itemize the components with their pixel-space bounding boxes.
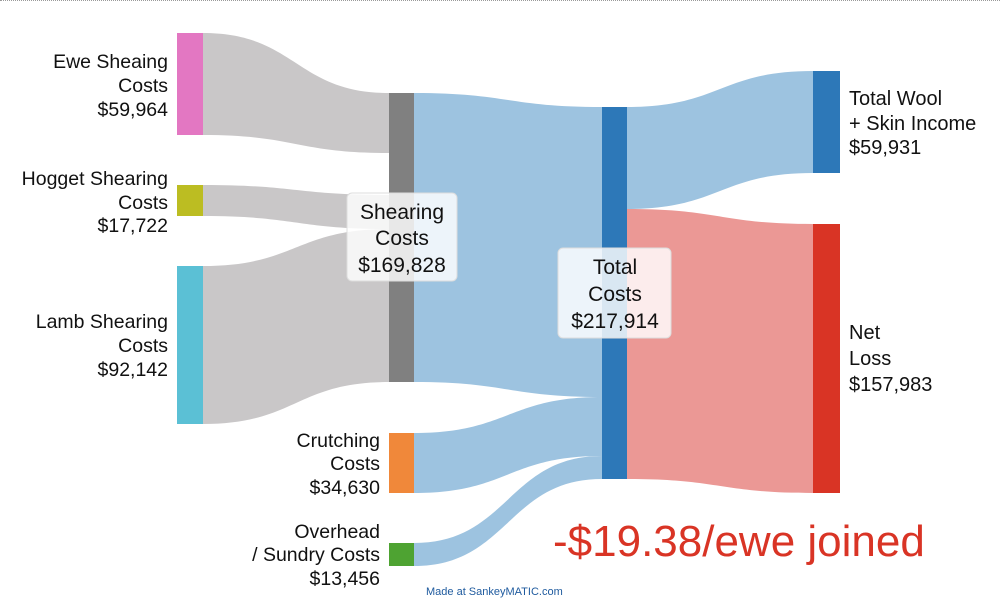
flow-crutching-to-total <box>414 397 602 493</box>
svg-text:Costs: Costs <box>330 453 380 475</box>
flow-total-to-net-loss <box>627 209 813 493</box>
svg-text:Crutching: Crutching <box>297 430 380 452</box>
svg-text:Costs: Costs <box>118 192 168 214</box>
label-net-loss: Net Loss $157,983 <box>849 322 932 396</box>
svg-text:$169,828: $169,828 <box>358 254 446 277</box>
svg-text:Net: Net <box>849 322 881 344</box>
svg-text:$34,630: $34,630 <box>310 477 381 499</box>
node-net-loss <box>813 224 840 493</box>
top-dotted-border <box>0 0 1000 1</box>
flow-ewe-to-shearing <box>203 33 389 153</box>
flow-shearing-to-total <box>414 93 602 397</box>
svg-text:Costs: Costs <box>118 335 168 357</box>
svg-text:Hogget Shearing: Hogget Shearing <box>22 168 168 190</box>
node-wool-skin-income <box>813 71 840 173</box>
svg-text:$59,931: $59,931 <box>849 137 921 159</box>
flow-hogget-to-shearing <box>203 185 389 229</box>
svg-text:$157,983: $157,983 <box>849 374 932 396</box>
svg-text:Total Wool: Total Wool <box>849 88 942 110</box>
svg-text:/ Sundry Costs: / Sundry Costs <box>252 544 380 566</box>
per-ewe-annotation: -$19.38/ewe joined <box>553 517 925 566</box>
svg-text:Shearing: Shearing <box>360 201 444 224</box>
credit-link[interactable]: Made at SankeyMATIC.com <box>426 586 563 598</box>
node-ewe-shearing <box>177 33 203 135</box>
label-hogget-shearing: Hogget Shearing Costs $17,722 <box>22 168 169 237</box>
svg-text:Overhead: Overhead <box>294 521 380 543</box>
svg-text:$92,142: $92,142 <box>98 359 169 381</box>
svg-text:$217,914: $217,914 <box>571 310 659 333</box>
label-badge <box>557 247 672 339</box>
flow-lamb-to-shearing <box>203 229 389 424</box>
svg-text:$13,456: $13,456 <box>310 568 381 590</box>
label-ewe-shearing: Ewe Sheaing Costs $59,964 <box>53 51 168 121</box>
svg-text:Loss: Loss <box>849 348 891 370</box>
label-crutching: Crutching Costs $34,630 <box>297 430 381 499</box>
label-wool-skin-income: Total Wool + Skin Income $59,931 <box>849 88 976 159</box>
svg-text:Costs: Costs <box>588 283 642 306</box>
label-overhead: Overhead / Sundry Costs $13,456 <box>252 521 380 590</box>
node-overhead <box>389 543 414 566</box>
svg-text:Total: Total <box>593 256 637 279</box>
node-lamb-shearing <box>177 266 203 424</box>
label-badge <box>346 192 458 282</box>
svg-text:Costs: Costs <box>118 75 168 97</box>
svg-text:$59,964: $59,964 <box>98 99 169 121</box>
node-crutching <box>389 433 414 493</box>
svg-text:Costs: Costs <box>375 227 429 250</box>
svg-text:+ Skin Income: + Skin Income <box>849 113 976 135</box>
svg-text:$17,722: $17,722 <box>98 215 169 237</box>
label-total-costs: Total Costs $217,914 <box>557 247 672 339</box>
svg-text:Ewe Sheaing: Ewe Sheaing <box>53 51 168 73</box>
svg-text:Lamb Shearing: Lamb Shearing <box>36 311 168 333</box>
label-shearing-costs: Shearing Costs $169,828 <box>346 192 458 282</box>
flow-total-to-wool-income <box>627 71 813 209</box>
label-lamb-shearing: Lamb Shearing Costs $92,142 <box>36 311 169 381</box>
node-hogget-shearing <box>177 185 203 216</box>
flow-overhead-to-total <box>414 456 602 566</box>
